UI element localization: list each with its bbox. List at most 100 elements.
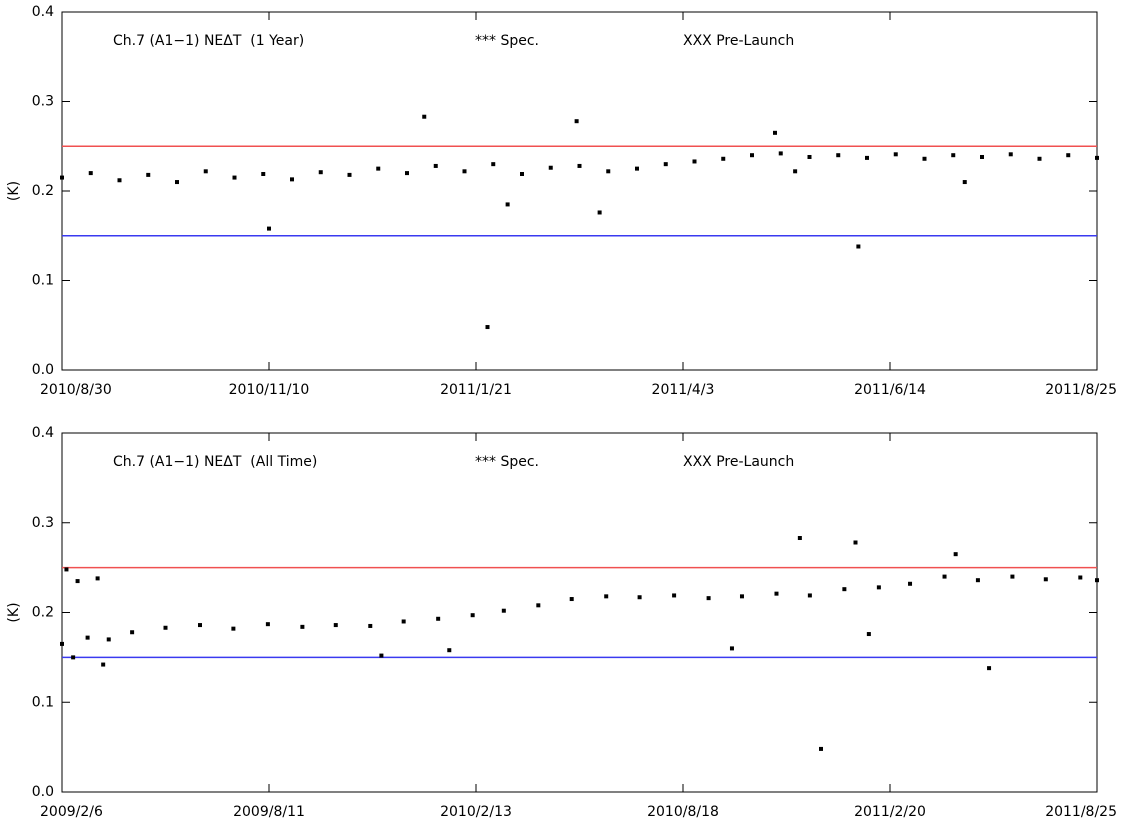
data-point	[146, 172, 151, 177]
plot-frame	[61, 11, 1098, 371]
data-point	[95, 576, 100, 581]
data-point	[922, 156, 927, 161]
data-point	[1008, 152, 1013, 157]
data-point	[739, 594, 744, 599]
data-point	[333, 623, 338, 628]
x-tick-label: 2011/8/25	[1045, 382, 1117, 398]
data-point	[672, 593, 677, 598]
data-point	[401, 619, 406, 624]
y-tick-label: 0.2	[32, 605, 54, 621]
data-point	[908, 581, 913, 586]
data-point	[198, 623, 202, 628]
data-point	[962, 180, 967, 185]
x-tick-label: 2010/11/10	[229, 382, 310, 398]
data-point	[101, 662, 106, 667]
data-point	[470, 613, 475, 618]
data-point	[163, 625, 168, 630]
data-point	[267, 226, 271, 231]
y-tick-label: 0.3	[32, 94, 54, 110]
data-point	[318, 170, 323, 175]
data-point	[1095, 155, 1099, 160]
data-point	[422, 114, 427, 119]
data-point	[232, 175, 237, 180]
data-point	[60, 641, 64, 646]
x-tick-label: 2011/2/20	[854, 804, 926, 820]
data-point	[203, 169, 208, 174]
data-point	[721, 156, 726, 161]
data-point	[807, 593, 812, 598]
data-point	[856, 244, 861, 249]
data-point	[175, 180, 179, 185]
y-axis-label: (K)	[6, 181, 22, 201]
legend-label: *** Spec.	[475, 454, 539, 470]
data-point	[842, 587, 847, 592]
x-tick-label: 2011/1/21	[440, 382, 512, 398]
y-tick-label: 0.2	[32, 183, 54, 199]
data-point	[1043, 577, 1048, 582]
data-point	[491, 162, 496, 167]
data-point	[520, 171, 524, 176]
data-point	[663, 162, 668, 167]
data-point	[951, 153, 956, 158]
data-point	[117, 178, 122, 183]
data-point	[942, 574, 947, 579]
chart-title: Ch.7 (A1−1) NEΔT (1 Year)	[113, 33, 304, 49]
data-point	[866, 632, 871, 637]
y-tick-label: 0.3	[32, 515, 54, 531]
data-point	[75, 579, 80, 584]
plot-frame	[61, 432, 1098, 793]
data-point	[1010, 574, 1015, 579]
data-point	[1095, 578, 1099, 583]
data-point	[793, 169, 798, 174]
data-point	[853, 540, 858, 545]
data-point	[433, 163, 438, 168]
data-point	[60, 175, 64, 180]
data-point	[405, 171, 409, 176]
data-point	[501, 608, 506, 613]
data-point	[71, 655, 76, 660]
data-point	[106, 637, 111, 642]
data-point	[88, 171, 93, 176]
data-point	[548, 165, 553, 170]
data-point	[692, 159, 697, 164]
chart-title: Ch.7 (A1−1) NEΔT (All Time)	[113, 454, 317, 470]
data-point	[975, 578, 980, 583]
data-point	[953, 552, 958, 557]
data-point	[797, 536, 802, 541]
legend-label: *** Spec.	[475, 33, 539, 49]
data-point	[637, 595, 642, 600]
y-tick-label: 0.1	[32, 694, 54, 710]
data-point	[436, 616, 441, 621]
legend-label: XXX Pre-Launch	[683, 33, 794, 49]
data-point	[64, 567, 69, 572]
data-point	[1078, 575, 1083, 580]
x-tick-label: 2009/2/6	[40, 804, 103, 820]
data-point	[505, 202, 510, 207]
data-point	[604, 594, 609, 599]
data-point	[1037, 156, 1042, 161]
y-tick-label: 0.1	[32, 273, 54, 289]
data-point	[261, 171, 266, 176]
data-point	[347, 172, 352, 177]
data-point	[265, 622, 270, 627]
data-point	[893, 152, 898, 157]
data-point	[485, 325, 490, 330]
x-tick-label: 2010/8/30	[40, 382, 112, 398]
data-point	[706, 596, 711, 601]
data-point	[1066, 153, 1071, 158]
data-point	[876, 585, 881, 590]
data-point	[577, 163, 582, 168]
data-point	[300, 624, 305, 629]
data-point	[376, 166, 381, 171]
data-point	[750, 153, 754, 158]
y-tick-label: 0.0	[32, 362, 54, 378]
x-tick-label: 2011/8/25	[1045, 804, 1117, 820]
y-axis-label: (K)	[6, 602, 22, 622]
data-point	[865, 155, 869, 160]
data-point	[231, 626, 236, 631]
y-tick-label: 0.4	[32, 425, 54, 441]
data-point	[379, 653, 384, 658]
data-point	[778, 151, 783, 156]
data-point	[368, 623, 373, 628]
x-tick-label: 2010/2/13	[440, 804, 512, 820]
